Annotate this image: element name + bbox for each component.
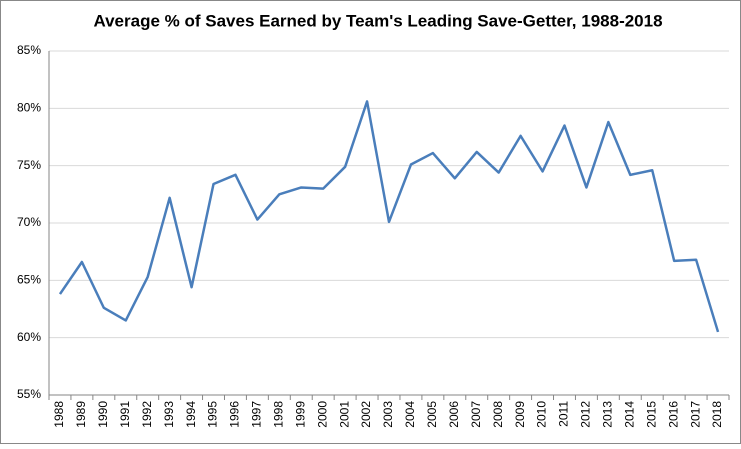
x-tick-label: 2008 [491, 401, 505, 428]
x-tick-label: 2018 [710, 401, 724, 428]
x-tick-label: 1991 [118, 401, 132, 428]
x-tick-label: 1993 [162, 401, 176, 428]
y-tick-label: 65% [17, 273, 41, 287]
x-tick-label: 1997 [250, 401, 264, 428]
x-tick-label: 2012 [579, 401, 593, 428]
x-tick-label: 2011 [557, 401, 571, 427]
y-tick-label: 75% [17, 158, 41, 172]
x-tick-label: 2017 [688, 401, 702, 428]
x-tick-label: 1994 [184, 401, 198, 428]
x-tick-label: 1999 [293, 401, 307, 428]
x-tick-label: 2005 [425, 401, 439, 428]
x-tick-label: 2006 [447, 401, 461, 428]
x-tick-label: 2010 [535, 401, 549, 428]
y-tick-label: 85% [17, 43, 41, 57]
y-tick-label: 80% [17, 101, 41, 115]
x-tick-label: 1989 [74, 401, 88, 428]
x-tick-label: 2004 [403, 401, 417, 428]
x-tick-label: 2016 [666, 401, 680, 428]
x-tick-label: 1988 [52, 401, 66, 428]
y-tick-label: 55% [17, 387, 41, 401]
x-tick-label: 2007 [469, 401, 483, 428]
x-tick-label: 2003 [381, 401, 395, 428]
x-tick-label: 1998 [271, 401, 285, 428]
x-tick-label: 1990 [96, 401, 110, 428]
x-tick-label: 2000 [315, 401, 329, 428]
y-tick-label: 70% [17, 215, 41, 229]
x-tick-label: 1992 [140, 401, 154, 428]
x-tick-label: 2001 [337, 401, 351, 428]
x-tick-label: 2009 [513, 401, 527, 428]
chart-title: Average % of Saves Earned by Team's Lead… [93, 11, 662, 30]
x-tick-label: 1996 [228, 401, 242, 428]
x-tick-label: 2014 [622, 401, 636, 428]
y-tick-label: 60% [17, 330, 41, 344]
x-tick-label: 2015 [644, 401, 658, 428]
x-tick-label: 1995 [206, 401, 220, 428]
x-tick-label: 2013 [601, 401, 615, 428]
x-tick-label: 2002 [359, 401, 373, 428]
line [58, 100, 720, 333]
